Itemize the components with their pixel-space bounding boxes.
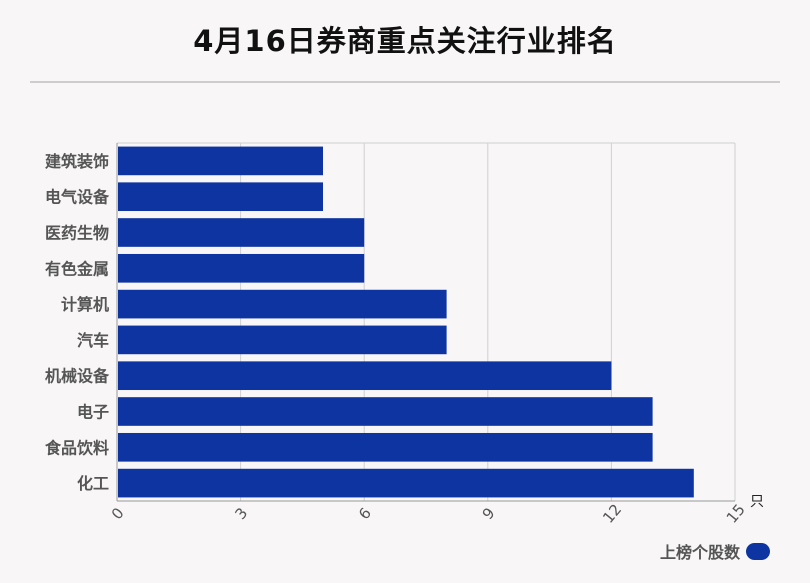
legend-swatch (746, 542, 770, 560)
x-tick-label: 15 (723, 501, 749, 527)
category-label: 化工 (77, 474, 109, 493)
category-label: 电子 (77, 403, 109, 422)
bar (118, 397, 653, 426)
legend[interactable]: 上榜个股数 (660, 540, 770, 562)
bar (118, 432, 653, 462)
x-tick-label: 6 (355, 504, 375, 523)
category-label: 医药生物 (45, 224, 109, 243)
bar (118, 289, 447, 319)
chart-title: 4月16日券商重点关注行业排名 (193, 24, 617, 58)
x-tick-label: 0 (108, 504, 128, 523)
category-label: 建筑装饰 (45, 152, 109, 171)
category-label: 计算机 (61, 295, 109, 314)
title-divider (30, 81, 780, 83)
bar (118, 182, 323, 212)
bar (118, 146, 323, 176)
bar (118, 468, 694, 498)
bar (118, 361, 612, 391)
x-tick-label: 9 (479, 504, 499, 523)
bar (118, 325, 447, 355)
category-label: 电气设备 (45, 188, 110, 207)
category-label: 汽车 (77, 331, 109, 350)
bar (118, 218, 365, 247)
category-label: 食品饮料 (44, 438, 109, 457)
legend-label: 上榜个股数 (659, 543, 740, 562)
category-label: 有色金属 (45, 259, 109, 278)
category-label: 机械设备 (45, 367, 110, 386)
x-tick-label: 12 (599, 501, 625, 527)
x-axis-unit: 只 (750, 494, 764, 510)
x-tick-label: 3 (231, 504, 251, 523)
bar (118, 253, 365, 283)
